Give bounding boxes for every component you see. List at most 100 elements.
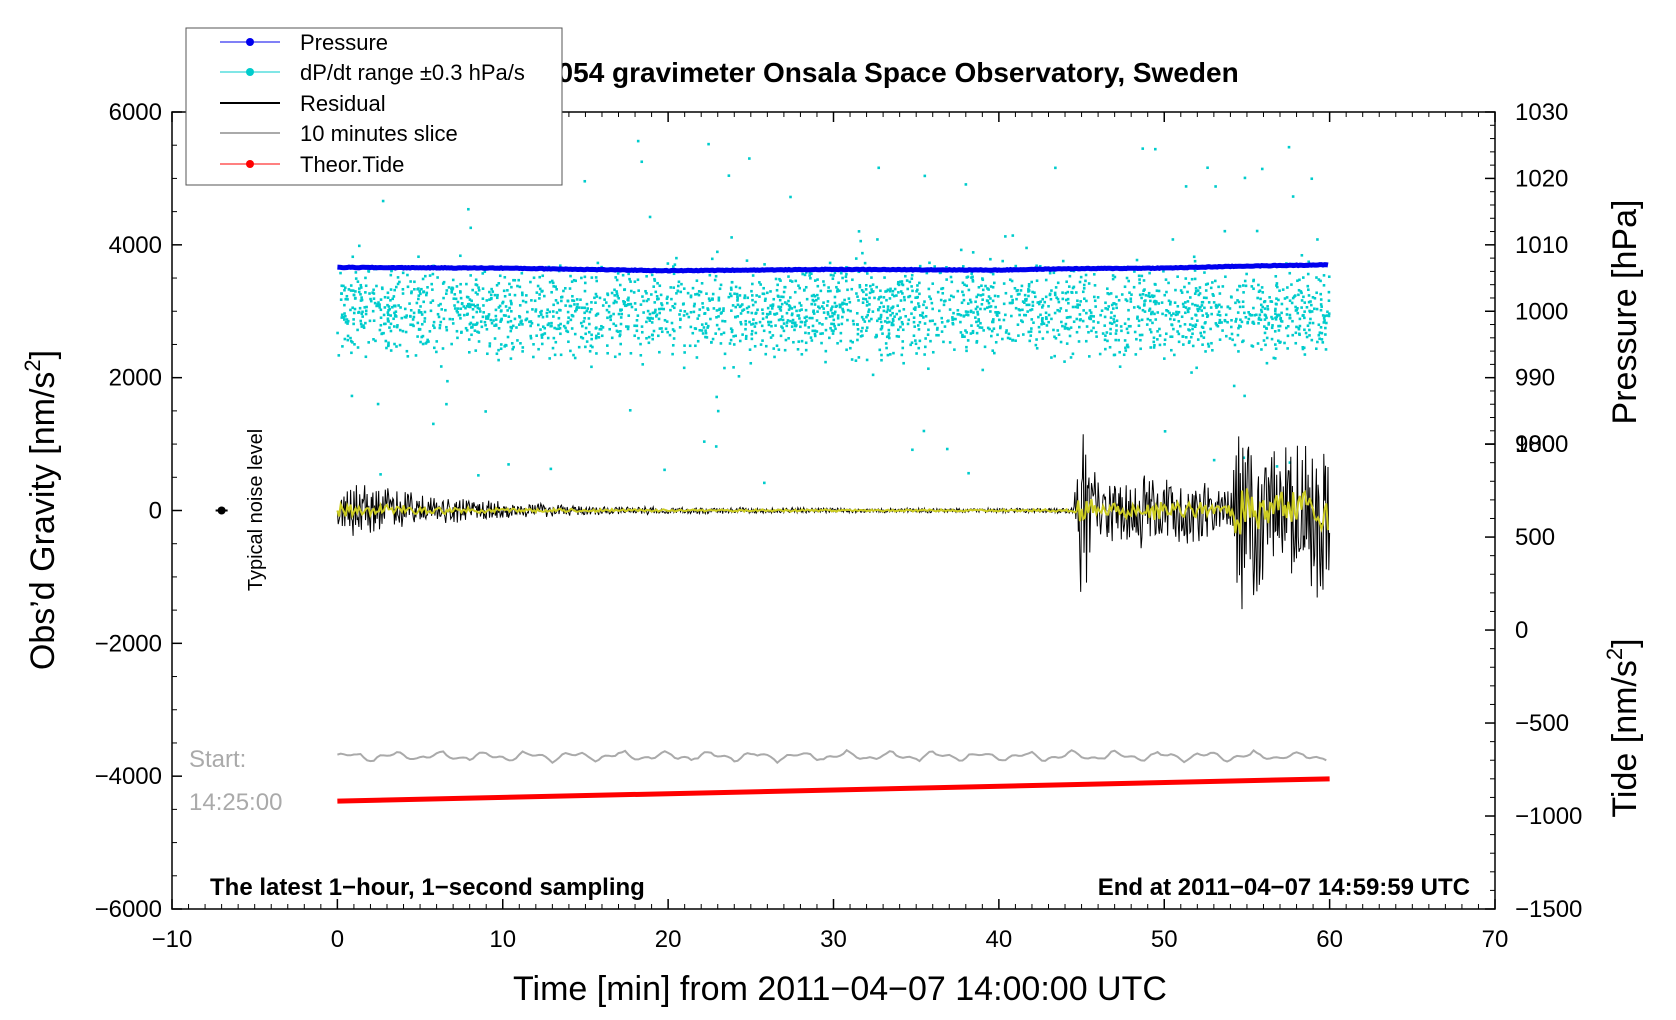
dpdt-point [694, 344, 697, 348]
dpdt-point [1242, 291, 1245, 294]
dpdt-point [1206, 314, 1210, 317]
dpdt-point [364, 284, 368, 288]
dpdt-point [1264, 343, 1267, 347]
dpdt-point [1010, 295, 1013, 298]
dpdt-point [509, 299, 513, 303]
dpdt-point [917, 302, 920, 305]
dpdt-point [618, 352, 621, 356]
dpdt-point [900, 280, 904, 283]
dpdt-point [1122, 353, 1126, 357]
dpdt-point [630, 305, 634, 309]
dpdt-point [907, 318, 911, 322]
dpdt-point [1190, 317, 1194, 320]
dpdt-point [1196, 307, 1199, 311]
dpdt-point [734, 334, 738, 338]
dpdt-point [914, 339, 917, 342]
dpdt-point [1244, 284, 1248, 288]
dpdt-point [897, 283, 901, 287]
dpdt-point [1308, 321, 1312, 325]
dpdt-point [367, 341, 371, 344]
dpdt-point [883, 276, 886, 279]
dpdt-point [731, 304, 735, 307]
dpdt-point [1098, 352, 1102, 356]
dpdt-point [1106, 292, 1110, 295]
tide-axis-label-main: Tide [nm/s [1606, 660, 1644, 817]
dpdt-point [1132, 306, 1136, 309]
dpdt-point [376, 303, 379, 306]
dpdt-point [1147, 294, 1150, 298]
dpdt-point [636, 278, 640, 282]
dpdt-point [964, 183, 968, 186]
dpdt-point [1296, 279, 1299, 283]
dpdt-point [1256, 296, 1259, 300]
legend-label-pressure: Pressure [300, 30, 388, 55]
dpdt-point [584, 345, 587, 349]
dpdt-point [1030, 327, 1033, 330]
dpdt-point [1313, 307, 1316, 311]
dpdt-point [1106, 287, 1109, 290]
dpdt-point [564, 304, 567, 307]
dpdt-point [500, 317, 503, 321]
dpdt-point [559, 322, 562, 326]
dpdt-point [387, 320, 390, 323]
dpdt-point [1118, 365, 1122, 368]
noise-level-marker [217, 506, 226, 515]
dpdt-point [356, 328, 359, 332]
dpdt-point [1327, 275, 1331, 279]
dpdt-point [1303, 310, 1306, 313]
dpdt-point [763, 263, 766, 266]
dpdt-point [795, 309, 798, 313]
dpdt-point [473, 329, 477, 332]
dpdt-point [999, 325, 1002, 328]
dpdt-point [581, 336, 585, 340]
dpdt-point [1218, 321, 1221, 325]
dpdt-point [778, 277, 781, 281]
dpdt-point [1138, 306, 1141, 310]
dpdt-point [935, 328, 939, 331]
dpdt-point [579, 335, 583, 339]
dpdt-point [798, 286, 802, 290]
dpdt-point [1300, 254, 1304, 257]
dpdt-point [618, 333, 622, 336]
dpdt-point [929, 297, 933, 301]
dpdt-point [791, 321, 794, 325]
dpdt-point [455, 329, 459, 333]
dpdt-point [507, 315, 511, 318]
dpdt-point [1220, 321, 1223, 324]
dpdt-point [689, 310, 693, 314]
dpdt-point [1133, 330, 1137, 334]
dpdt-point [1089, 311, 1093, 314]
dpdt-point [1274, 343, 1277, 346]
dpdt-point [736, 295, 739, 299]
dpdt-point [1061, 297, 1065, 301]
dpdt-point [925, 306, 928, 310]
dpdt-point [1226, 305, 1230, 309]
dpdt-point [815, 298, 818, 302]
dpdt-point [762, 329, 766, 333]
dpdt-point [1041, 337, 1045, 340]
dpdt-point [558, 264, 562, 268]
dpdt-point [1142, 279, 1146, 282]
dpdt-point [445, 289, 449, 292]
dpdt-point [554, 285, 557, 289]
dpdt-point [583, 179, 587, 183]
dpdt-point [748, 348, 752, 352]
dpdt-point [432, 346, 436, 350]
dpdt-point [566, 321, 570, 325]
dpdt-point [856, 338, 859, 342]
dpdt-point [477, 286, 480, 289]
dpdt-point [1020, 284, 1024, 288]
dpdt-point [429, 309, 433, 313]
dpdt-point [498, 304, 502, 308]
dpdt-point [1212, 294, 1215, 297]
dpdt-point [651, 337, 655, 341]
dpdt-point [465, 282, 468, 286]
dpdt-point [572, 353, 575, 357]
dpdt-point [470, 333, 473, 337]
dpdt-point [587, 330, 591, 334]
dpdt-point [1008, 301, 1012, 305]
dpdt-point [530, 299, 533, 302]
dpdt-point [569, 349, 572, 353]
dpdt-point [694, 293, 697, 296]
dpdt-point [1029, 334, 1033, 337]
